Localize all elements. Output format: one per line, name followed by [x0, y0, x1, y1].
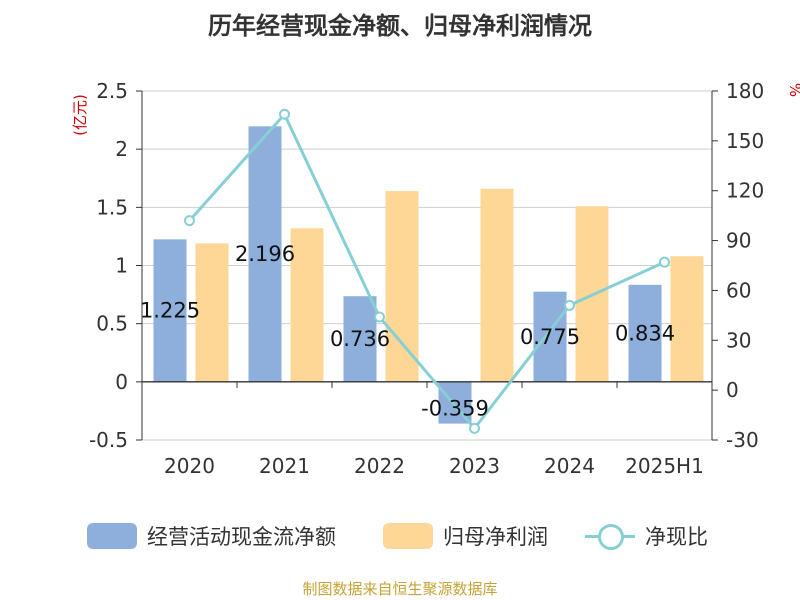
point-ratio-2022: [374, 311, 385, 323]
chart-legend: 经营活动现金流净额 归母净利润 净现比: [0, 518, 800, 554]
bar-profit-2025H1: [670, 256, 704, 382]
legend-item-ratio[interactable]: 净现比: [585, 518, 708, 554]
legend-swatch-ratio: [585, 523, 635, 550]
y-left-tick-label: -0.5: [89, 428, 128, 452]
y-right-tick-label: 120: [726, 179, 764, 203]
chart-title: 历年经营现金净额、归母净利润情况: [208, 12, 592, 40]
y-right-tick-label: -30: [726, 428, 759, 452]
bar-cash-2025H1: [628, 284, 662, 382]
y-right-tick-label: 30: [726, 328, 751, 352]
data-label-cash: 2.196: [235, 242, 295, 266]
legend-label-ratio: 净现比: [645, 525, 708, 549]
bar-profit-2022: [385, 191, 419, 382]
data-source-note: 制图数据来自恒生聚源数据库: [302, 580, 498, 598]
x-tick-label: 2025H1: [625, 454, 704, 478]
y-left-tick-label: 0: [115, 370, 128, 394]
y-left-tick-label: 0.5: [96, 312, 128, 336]
data-label-cash: 0.736: [330, 327, 390, 351]
bar-profit-2023: [480, 188, 514, 382]
legend-label-profit: 归母净利润: [443, 525, 548, 549]
data-label-cash: -0.359: [421, 397, 489, 421]
legend-item-cash[interactable]: 经营活动现金流净额: [87, 518, 336, 554]
x-tick-label: 2023: [449, 454, 500, 478]
bar-cash-2021: [248, 126, 282, 382]
bar-profit-2021: [290, 228, 324, 382]
y-right-tick-label: 60: [726, 278, 751, 302]
legend-item-profit[interactable]: 归母净利润: [383, 518, 548, 554]
x-tick-label: 2021: [259, 454, 310, 478]
legend-swatch-profit: [383, 523, 433, 549]
point-ratio-2020: [184, 215, 195, 227]
legend-label-cash: 经营活动现金流净额: [147, 525, 336, 549]
y-right-tick-label: 0: [726, 378, 739, 402]
y-left-tick-label: 2: [115, 137, 128, 161]
y-left-tick-label: 2.5: [96, 79, 128, 103]
point-ratio-2025H1: [659, 256, 670, 268]
y-left-tick-label: 1: [115, 254, 128, 278]
bar-cash-2024: [533, 291, 567, 382]
bar-profit-2020: [195, 243, 229, 382]
data-label-cash: 0.834: [615, 321, 675, 345]
point-ratio-2024: [564, 299, 575, 311]
data-label-cash: 0.775: [520, 325, 580, 349]
point-ratio-2023: [469, 422, 480, 434]
point-ratio-2021: [279, 108, 290, 120]
x-tick-label: 2024: [544, 454, 595, 478]
bar-cash-2022: [343, 296, 377, 382]
y-left-tick-label: 1.5: [96, 195, 128, 219]
bar-cash-2020: [153, 239, 187, 382]
y-left-unit: (亿元): [71, 94, 89, 136]
legend-swatch-cash: [87, 523, 137, 549]
y-right-tick-label: 150: [726, 129, 764, 153]
x-tick-label: 2020: [164, 454, 215, 478]
y-right-tick-label: 180: [726, 79, 764, 103]
x-tick-label: 2022: [354, 454, 405, 478]
y-right-tick-label: 90: [726, 229, 751, 253]
line-ratio: [188, 111, 666, 431]
y-right-unit: %: [786, 83, 800, 97]
data-label-cash: 1.225: [140, 299, 200, 323]
